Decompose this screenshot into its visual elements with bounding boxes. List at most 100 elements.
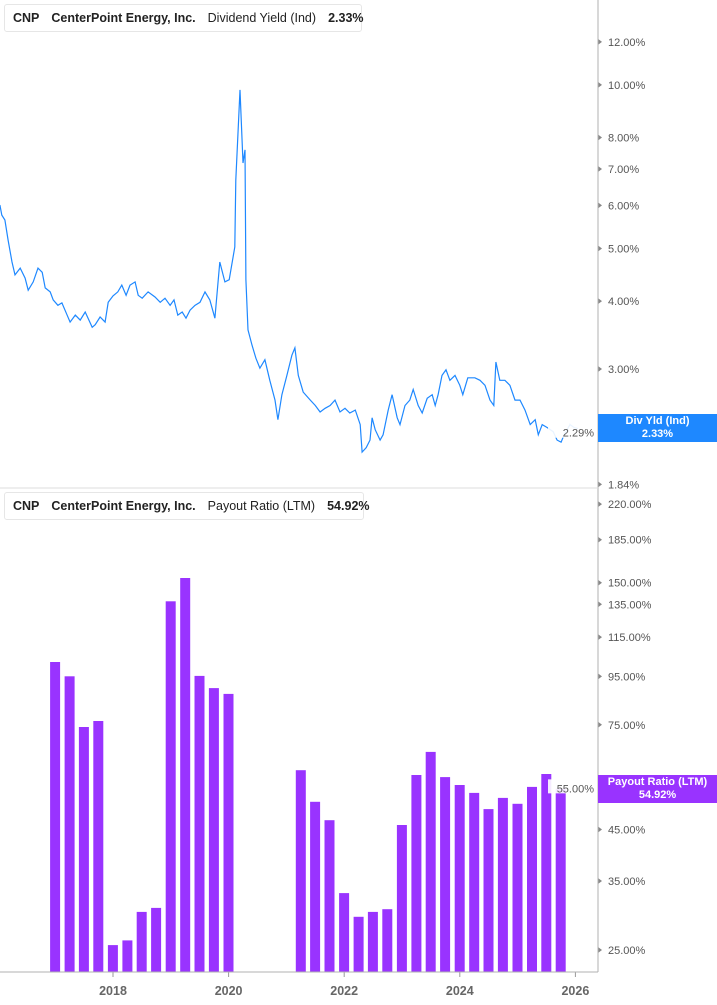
payout-y-tick-mark	[598, 721, 602, 728]
legend-ticker: CNP	[13, 499, 40, 513]
payout-bar	[310, 801, 321, 972]
tag-label: Div Yld (Ind)	[625, 415, 690, 427]
yield-y-tick-label: 5.00%	[608, 243, 639, 255]
x-tick-label: 2022	[330, 984, 358, 998]
yield-y-tick-label: 2.29%	[563, 428, 594, 440]
payout-bar	[180, 578, 191, 972]
legend-value: 54.92%	[327, 499, 370, 513]
yield-y-tick-label: 7.00%	[608, 164, 639, 176]
payout-bar	[440, 777, 451, 972]
payout-bar	[411, 775, 422, 972]
payout-y-tick-mark	[598, 536, 602, 543]
payout-bar	[151, 907, 162, 972]
payout-bar	[339, 893, 350, 972]
payout-bar	[122, 940, 133, 972]
payout-y-tick-label-backdrop	[548, 779, 595, 794]
payout-y-tick-mark	[598, 501, 602, 508]
payout-bar	[512, 803, 523, 972]
legend-value: 2.33%	[328, 11, 364, 25]
payout-bar	[295, 770, 306, 972]
payout-y-tick-label: 150.00%	[608, 578, 652, 590]
yield-y-tick-mark	[598, 166, 602, 173]
x-tick-label: 2018	[99, 984, 127, 998]
payout-y-tick-label: 35.00%	[608, 876, 646, 888]
x-tick-label: 2026	[561, 984, 589, 998]
legend-ticker: CNP	[13, 11, 40, 25]
tag-label: Payout Ratio (LTM)	[607, 776, 708, 788]
payout-bar	[194, 675, 205, 972]
payout-current-tag: Payout Ratio (LTM) 54.92%	[598, 775, 717, 803]
yield-y-tick-mark	[598, 134, 602, 141]
payout-y-tick-mark	[598, 826, 602, 833]
payout-bars	[50, 578, 566, 972]
yield-y-tick-mark	[598, 298, 602, 305]
yield-y-tick-mark	[598, 245, 602, 252]
yield-y-tick-label: 4.00%	[608, 296, 639, 308]
yield-y-tick-label: 12.00%	[608, 37, 646, 49]
legend-company: CenterPoint Energy, Inc.	[51, 11, 196, 25]
payout-y-tick-label: 185.00%	[608, 535, 652, 547]
yield-y-tick-label: 6.00%	[608, 200, 639, 212]
yield-current-tag: Div Yld (Ind) 2.33%	[598, 414, 717, 442]
payout-y-tick-label: 25.00%	[608, 945, 646, 957]
payout-bar	[93, 721, 104, 972]
payout-bar	[136, 911, 147, 972]
payout-bar	[107, 945, 118, 972]
payout-bar	[382, 909, 393, 972]
top-y-axis: 12.00% 10.00% 8.00% 7.00% 6.00% 5.00% 4.00% 3.0…	[548, 37, 646, 491]
payout-y-tick-label: 45.00%	[608, 825, 646, 837]
payout-bar	[208, 688, 219, 972]
payout-y-tick-mark	[598, 634, 602, 641]
yield-y-tick-label: 3.00%	[608, 364, 639, 376]
yield-y-tick-mark	[598, 366, 602, 372]
payout-y-tick-mark	[598, 579, 602, 586]
yield-legend: CNP CenterPoint Energy, Inc. Dividend Yi…	[4, 4, 364, 32]
payout-legend: CNP CenterPoint Energy, Inc. Payout Rati…	[4, 492, 370, 520]
payout-bar	[50, 662, 61, 972]
yield-y-tick-mark	[598, 481, 602, 488]
payout-bar	[469, 792, 480, 972]
x-tick-label: 2020	[215, 984, 243, 998]
bottom-y-axis: 220.00% 185.00% 150.00% 135.00% 115.00% 95.00…	[548, 499, 652, 957]
yield-y-tick-mark	[598, 81, 602, 88]
payout-y-tick-label: 75.00%	[608, 720, 646, 732]
payout-y-tick-label: 115.00%	[608, 632, 651, 644]
payout-bar	[367, 911, 378, 972]
legend-metric: Payout Ratio (LTM)	[207, 499, 316, 513]
payout-y-tick-mark	[598, 673, 602, 680]
payout-bar	[497, 797, 508, 972]
payout-y-tick-label: 55.00%	[557, 783, 595, 795]
x-tick-label: 2024	[446, 984, 474, 998]
payout-bar	[64, 676, 75, 972]
payout-bar	[165, 601, 176, 972]
payout-y-tick-mark	[598, 601, 602, 608]
yield-y-tick-label: 8.00%	[608, 133, 639, 145]
tag-value: 2.33%	[641, 428, 674, 440]
yield-y-tick-label: 1.84%	[608, 479, 639, 491]
payout-bar	[78, 727, 89, 972]
payout-bar	[555, 788, 566, 972]
yield-y-tick-mark	[598, 202, 602, 209]
dividend-yield-line	[0, 89, 579, 454]
legend-metric: Dividend Yield (Ind)	[207, 11, 317, 25]
payout-y-tick-label: 95.00%	[608, 671, 646, 683]
legend-company: CenterPoint Energy, Inc.	[51, 499, 196, 513]
payout-bar	[324, 820, 335, 972]
yield-y-tick-label-backdrop	[548, 423, 595, 438]
payout-y-tick-label: 135.00%	[608, 599, 652, 611]
payout-bar	[223, 693, 234, 972]
payout-bar	[353, 916, 364, 972]
payout-y-tick-label: 220.00%	[608, 499, 652, 511]
yield-y-tick-label: 10.00%	[608, 80, 646, 92]
payout-bar	[454, 785, 465, 972]
payout-y-tick-mark	[598, 947, 602, 953]
payout-bar	[396, 825, 407, 972]
payout-bar	[527, 786, 537, 972]
yield-y-tick-mark	[598, 38, 602, 45]
payout-bar	[541, 774, 552, 972]
payout-bar	[483, 809, 494, 972]
x-axis: 2018 2020 2022 2024 2026	[99, 972, 589, 998]
payout-bar	[425, 751, 436, 972]
payout-y-tick-mark	[598, 878, 602, 885]
